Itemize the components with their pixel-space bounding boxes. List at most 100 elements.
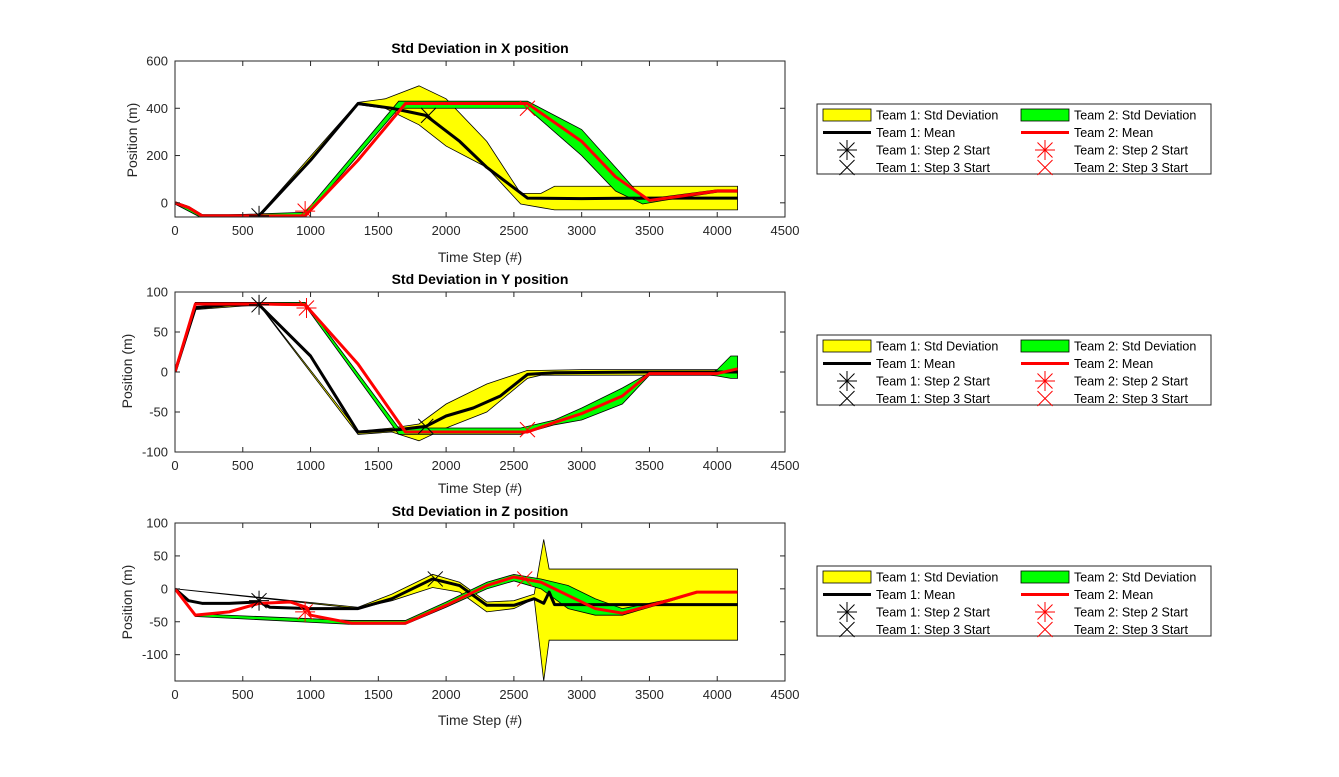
x-tick-label: 2500 <box>499 458 528 473</box>
team2-mean-line <box>175 102 738 217</box>
x-tick-label: 4500 <box>771 458 800 473</box>
legend-label: Team 1: Mean <box>876 357 955 371</box>
team2-step2-marker-d2 <box>298 203 313 217</box>
legend-team1-step3-marker-d2 <box>839 390 855 407</box>
x-tick-label: 1500 <box>364 687 393 702</box>
y-axis-label: Position (m) <box>119 565 135 640</box>
x-tick-label: 4000 <box>703 687 732 702</box>
legend: Team 1: Std Deviation Team 2: Std Deviati… <box>816 334 1212 407</box>
legend-team1-std-swatch <box>822 339 872 353</box>
legend-label: Team 2: Step 2 Start <box>1074 606 1188 620</box>
legend-label: Team 1: Step 2 Start <box>876 375 990 389</box>
plot-content <box>175 294 738 442</box>
team2-step3-marker-d2 <box>519 100 536 117</box>
y-tick-label: 600 <box>146 54 168 69</box>
x-axis-label: Time Step (#) <box>438 249 522 265</box>
legend-label: Team 2: Step 2 Start <box>1074 144 1188 158</box>
legend-team2-step3-marker-d2 <box>1037 390 1053 407</box>
x-tick-label: 4000 <box>703 458 732 473</box>
axes-box <box>174 60 786 218</box>
x-tick-label: 1000 <box>296 223 325 238</box>
y-tick-label: 0 <box>161 365 168 380</box>
legend-team1-step2-marker-d2 <box>839 604 855 620</box>
legend-label: Team 1: Std Deviation <box>876 340 998 354</box>
x-tick-label: 3000 <box>567 687 596 702</box>
plot-content <box>175 85 738 217</box>
y-tick-label: 100 <box>146 285 168 300</box>
x-tick-label: 3000 <box>567 223 596 238</box>
x-tick-label: 4500 <box>771 687 800 702</box>
x-tick-label: 0 <box>171 687 178 702</box>
chart-z-position: Std Deviation in Z position 0 500 1000 1500… <box>119 503 799 728</box>
legend-team2-step3-marker-d2 <box>1037 621 1053 638</box>
x-tick-label: 1500 <box>364 223 393 238</box>
x-tick-label: 500 <box>232 687 254 702</box>
team1-step2-marker-d2 <box>251 592 267 609</box>
team2-step3-marker-d2 <box>516 571 533 587</box>
team2-mean-line <box>175 302 738 434</box>
legend-label: Team 2: Step 2 Start <box>1074 375 1188 389</box>
x-axis-label: Time Step (#) <box>438 712 522 728</box>
legend-label: Team 1: Std Deviation <box>876 109 998 123</box>
y-tick-label: 100 <box>146 516 168 531</box>
chart-x-position: Std Deviation in X position 0 500 1000 1500… <box>124 40 799 265</box>
y-tick-label: 50 <box>154 548 168 563</box>
legend-label: Team 2: Step 3 Start <box>1074 392 1188 406</box>
team1-step3-marker-d2 <box>417 418 434 435</box>
legend-frame <box>816 334 1212 406</box>
y-tick-label: -100 <box>142 647 168 662</box>
legend-team1-std-swatch <box>822 570 872 584</box>
y-tick-label: -50 <box>149 405 168 420</box>
legend-label: Team 2: Std Deviation <box>1074 109 1196 123</box>
x-tick-label: 2500 <box>499 687 528 702</box>
chart-title: Std Deviation in Y position <box>392 271 569 287</box>
legend-team2-std-swatch <box>1020 570 1070 584</box>
team1-step2-marker-d2 <box>257 207 267 217</box>
team1-mean-line <box>175 577 738 611</box>
legend-label: Team 1: Mean <box>876 588 955 602</box>
legend-label: Team 2: Mean <box>1074 126 1153 140</box>
legend-label: Team 2: Step 3 Start <box>1074 623 1188 637</box>
y-axis-label: Position (m) <box>124 103 140 178</box>
x-tick-label: 2000 <box>432 687 461 702</box>
x-tick-label: 1500 <box>364 458 393 473</box>
y-tick-label: -50 <box>149 614 168 629</box>
legend-label: Team 1: Step 2 Start <box>876 144 990 158</box>
x-tick-label: 1000 <box>296 687 325 702</box>
legend: Team 1: Std Deviation Team 2: Std Deviati… <box>816 565 1212 638</box>
team2-step2-marker-d2 <box>297 604 313 620</box>
x-tick-label: 2000 <box>432 223 461 238</box>
y-tick-label: 200 <box>146 148 168 163</box>
legend-team2-step2-marker-d2 <box>1037 373 1053 389</box>
legend-label: Team 2: Mean <box>1074 588 1153 602</box>
x-tick-label: 500 <box>232 458 254 473</box>
x-tick-label: 3500 <box>635 687 664 702</box>
legend-label: Team 1: Step 3 Start <box>876 623 990 637</box>
x-tick-label: 3500 <box>635 458 664 473</box>
x-tick-label: 500 <box>232 223 254 238</box>
legend-team1-std-swatch <box>822 108 872 122</box>
legend-team1-step3-marker-d2 <box>839 159 855 176</box>
legend-label: Team 2: Std Deviation <box>1074 571 1196 585</box>
legend-frame <box>816 103 1212 175</box>
chart-y-position: Std Deviation in Y position 0 500 1000 1500… <box>119 271 799 496</box>
legend-label: Team 1: Step 3 Start <box>876 392 990 406</box>
x-tick-label: 3500 <box>635 223 664 238</box>
y-tick-label: 0 <box>161 195 168 210</box>
team1-step3-marker-d2 <box>427 571 444 587</box>
legend-team2-std-swatch <box>1020 339 1070 353</box>
legend-team1-step2-marker-d2 <box>839 142 855 158</box>
x-tick-label: 4000 <box>703 223 732 238</box>
legend-team2-std-swatch <box>1020 108 1070 122</box>
legend-team2-step3-marker-d2 <box>1037 159 1053 176</box>
y-axis-label: Position (m) <box>119 334 135 409</box>
legend-team2-step2-marker-d2 <box>1037 142 1053 158</box>
legend-label: Team 1: Step 2 Start <box>876 606 990 620</box>
chart-title: Std Deviation in X position <box>391 40 568 56</box>
x-tick-label: 4500 <box>771 223 800 238</box>
y-tick-label: 0 <box>161 581 168 596</box>
legend-label: Team 1: Step 3 Start <box>876 161 990 175</box>
x-tick-label: 0 <box>171 458 178 473</box>
y-tick-label: 400 <box>146 101 168 116</box>
